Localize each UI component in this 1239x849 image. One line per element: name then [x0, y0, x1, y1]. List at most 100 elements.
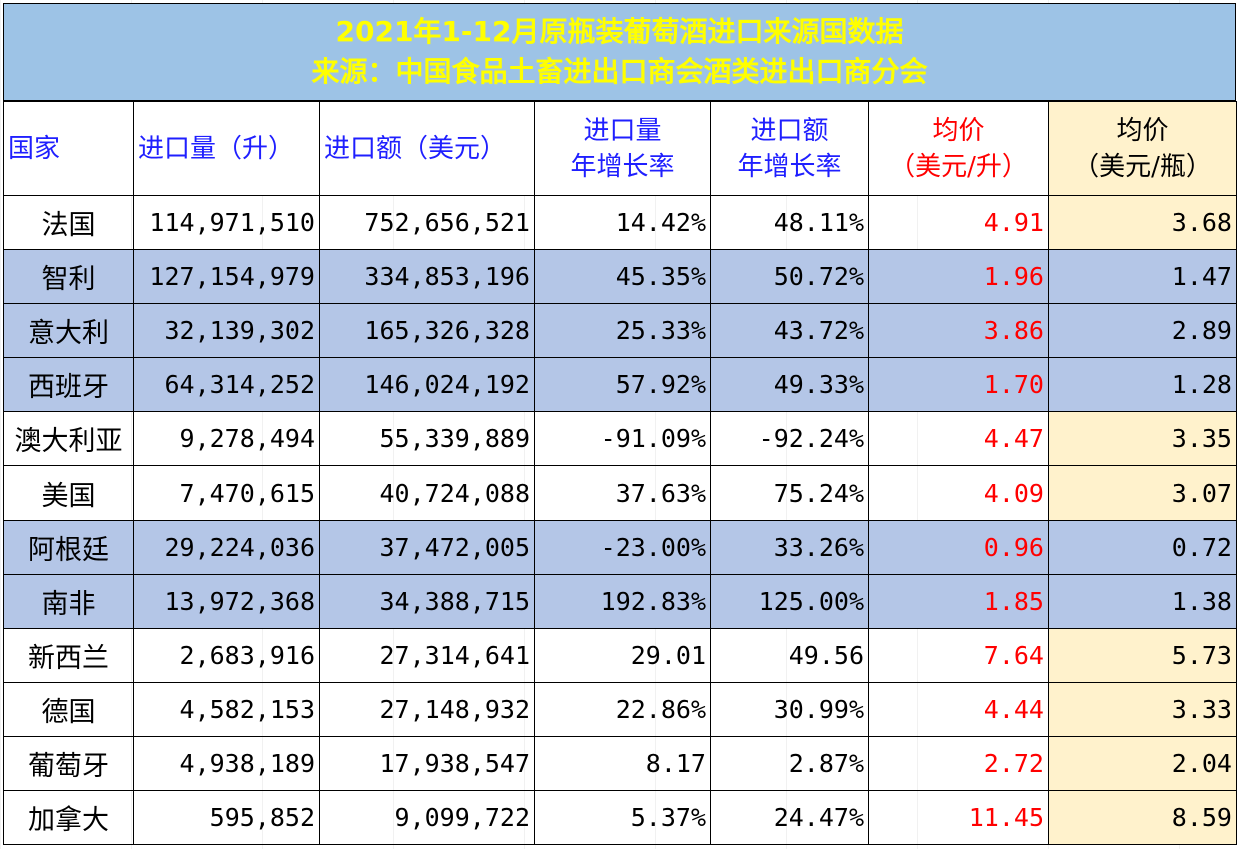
- cell-volume-growth[interactable]: -23.00%: [534, 519, 711, 575]
- cell-avg-bottle[interactable]: 8.59: [1048, 790, 1237, 846]
- cell-volume[interactable]: 114,971,510: [133, 194, 320, 251]
- cell-value[interactable]: 34,388,715: [319, 573, 535, 629]
- cell-volume-growth[interactable]: 22.86%: [534, 681, 711, 737]
- header-country[interactable]: 国家: [3, 101, 134, 196]
- header-value-growth-line1: 进口额: [750, 115, 829, 146]
- cell-country[interactable]: 德国: [3, 681, 134, 737]
- title-block[interactable]: 2021年1-12月原瓶装葡萄酒进口来源国数据 来源：中国食品土畜进出口商会酒类…: [3, 3, 1236, 101]
- cell-avg-liter[interactable]: 2.72: [868, 735, 1049, 792]
- cell-value-growth[interactable]: 24.47%: [710, 790, 869, 846]
- cell-country[interactable]: 葡萄牙: [3, 735, 134, 792]
- cell-volume[interactable]: 9,278,494: [133, 411, 320, 467]
- cell-avg-bottle[interactable]: 3.35: [1048, 411, 1237, 467]
- cell-country[interactable]: 智利: [3, 249, 134, 305]
- header-avg-bottle-line2: （美元/瓶）: [1073, 151, 1212, 182]
- cell-value[interactable]: 146,024,192: [319, 357, 535, 413]
- cell-value-growth[interactable]: 48.11%: [710, 194, 869, 251]
- cell-volume-growth[interactable]: -91.09%: [534, 411, 711, 467]
- cell-value[interactable]: 40,724,088: [319, 465, 535, 521]
- cell-avg-liter[interactable]: 1.96: [868, 249, 1049, 305]
- cell-avg-liter[interactable]: 4.44: [868, 681, 1049, 737]
- cell-country[interactable]: 加拿大: [3, 790, 134, 846]
- cell-volume[interactable]: 29,224,036: [133, 519, 320, 575]
- cell-value[interactable]: 37,472,005: [319, 519, 535, 575]
- cell-volume-growth[interactable]: 192.83%: [534, 573, 711, 629]
- cell-avg-liter[interactable]: 0.96: [868, 519, 1049, 575]
- cell-value-growth[interactable]: 75.24%: [710, 465, 869, 521]
- cell-avg-bottle[interactable]: 1.38: [1048, 573, 1237, 629]
- cell-volume[interactable]: 2,683,916: [133, 627, 320, 683]
- cell-avg-liter[interactable]: 11.45: [868, 790, 1049, 846]
- table-body: 法国 114,971,510 752,656,521 14.42% 48.11%…: [3, 194, 1237, 846]
- cell-value[interactable]: 27,314,641: [319, 627, 535, 683]
- cell-avg-bottle[interactable]: 1.28: [1048, 357, 1237, 413]
- cell-value-growth[interactable]: 49.56: [710, 627, 869, 683]
- cell-avg-bottle[interactable]: 3.07: [1048, 465, 1237, 521]
- cell-volume-growth[interactable]: 37.63%: [534, 465, 711, 521]
- cell-country[interactable]: 意大利: [3, 303, 134, 359]
- cell-country[interactable]: 南非: [3, 573, 134, 629]
- cell-country[interactable]: 法国: [3, 194, 134, 251]
- header-volume-growth[interactable]: 进口量 年增长率: [534, 101, 711, 196]
- cell-volume[interactable]: 13,972,368: [133, 573, 320, 629]
- cell-volume[interactable]: 64,314,252: [133, 357, 320, 413]
- cell-value-growth[interactable]: -92.24%: [710, 411, 869, 467]
- cell-volume[interactable]: 4,938,189: [133, 735, 320, 792]
- cell-volume[interactable]: 127,154,979: [133, 249, 320, 305]
- cell-avg-liter[interactable]: 4.91: [868, 194, 1049, 251]
- cell-country[interactable]: 阿根廷: [3, 519, 134, 575]
- cell-value-growth[interactable]: 49.33%: [710, 357, 869, 413]
- cell-country[interactable]: 新西兰: [3, 627, 134, 683]
- header-value-growth[interactable]: 进口额 年增长率: [710, 101, 869, 196]
- cell-value[interactable]: 334,853,196: [319, 249, 535, 305]
- cell-avg-bottle[interactable]: 2.04: [1048, 735, 1237, 792]
- cell-avg-liter[interactable]: 1.85: [868, 573, 1049, 629]
- cell-volume-growth[interactable]: 8.17: [534, 735, 711, 792]
- header-avg-bottle[interactable]: 均价 （美元/瓶）: [1048, 101, 1237, 196]
- cell-volume[interactable]: 4,582,153: [133, 681, 320, 737]
- cell-avg-liter[interactable]: 4.47: [868, 411, 1049, 467]
- cell-value-growth[interactable]: 2.87%: [710, 735, 869, 792]
- table-row: 德国 4,582,153 27,148,932 22.86% 30.99% 4.…: [3, 681, 1237, 737]
- cell-country[interactable]: 澳大利亚: [3, 411, 134, 467]
- cell-value[interactable]: 17,938,547: [319, 735, 535, 792]
- cell-volume-growth[interactable]: 25.33%: [534, 303, 711, 359]
- cell-avg-bottle[interactable]: 5.73: [1048, 627, 1237, 683]
- cell-volume-growth[interactable]: 57.92%: [534, 357, 711, 413]
- header-value[interactable]: 进口额（美元）: [319, 101, 535, 196]
- cell-volume-growth[interactable]: 14.42%: [534, 194, 711, 251]
- wine-import-table: 国家 进口量（升） 进口额（美元） 进口量 年增长率 进口额 年增长率 均价 （…: [3, 101, 1237, 846]
- cell-volume[interactable]: 595,852: [133, 790, 320, 846]
- cell-value-growth[interactable]: 43.72%: [710, 303, 869, 359]
- cell-country[interactable]: 美国: [3, 465, 134, 521]
- cell-volume-growth[interactable]: 29.01: [534, 627, 711, 683]
- cell-avg-bottle[interactable]: 2.89: [1048, 303, 1237, 359]
- cell-avg-bottle[interactable]: 0.72: [1048, 519, 1237, 575]
- cell-value[interactable]: 165,326,328: [319, 303, 535, 359]
- header-volume[interactable]: 进口量（升）: [133, 101, 320, 196]
- cell-avg-bottle[interactable]: 1.47: [1048, 249, 1237, 305]
- cell-volume-growth[interactable]: 5.37%: [534, 790, 711, 846]
- cell-avg-liter[interactable]: 1.70: [868, 357, 1049, 413]
- cell-value-growth[interactable]: 33.26%: [710, 519, 869, 575]
- cell-value[interactable]: 9,099,722: [319, 790, 535, 846]
- cell-value[interactable]: 27,148,932: [319, 681, 535, 737]
- title-line-2: 来源：中国食品土畜进出口商会酒类进出口商分会: [311, 55, 928, 88]
- table-row: 意大利 32,139,302 165,326,328 25.33% 43.72%…: [3, 303, 1237, 359]
- cell-avg-liter[interactable]: 7.64: [868, 627, 1049, 683]
- cell-avg-bottle[interactable]: 3.33: [1048, 681, 1237, 737]
- cell-value-growth[interactable]: 50.72%: [710, 249, 869, 305]
- cell-volume[interactable]: 7,470,615: [133, 465, 320, 521]
- header-avg-liter[interactable]: 均价 （美元/升）: [868, 101, 1049, 196]
- cell-volume[interactable]: 32,139,302: [133, 303, 320, 359]
- cell-avg-liter[interactable]: 3.86: [868, 303, 1049, 359]
- cell-value[interactable]: 55,339,889: [319, 411, 535, 467]
- header-avg-bottle-line1: 均价: [1116, 115, 1169, 146]
- cell-avg-liter[interactable]: 4.09: [868, 465, 1049, 521]
- cell-value-growth[interactable]: 125.00%: [710, 573, 869, 629]
- cell-value[interactable]: 752,656,521: [319, 194, 535, 251]
- cell-volume-growth[interactable]: 45.35%: [534, 249, 711, 305]
- cell-value-growth[interactable]: 30.99%: [710, 681, 869, 737]
- cell-country[interactable]: 西班牙: [3, 357, 134, 413]
- cell-avg-bottle[interactable]: 3.68: [1048, 194, 1237, 251]
